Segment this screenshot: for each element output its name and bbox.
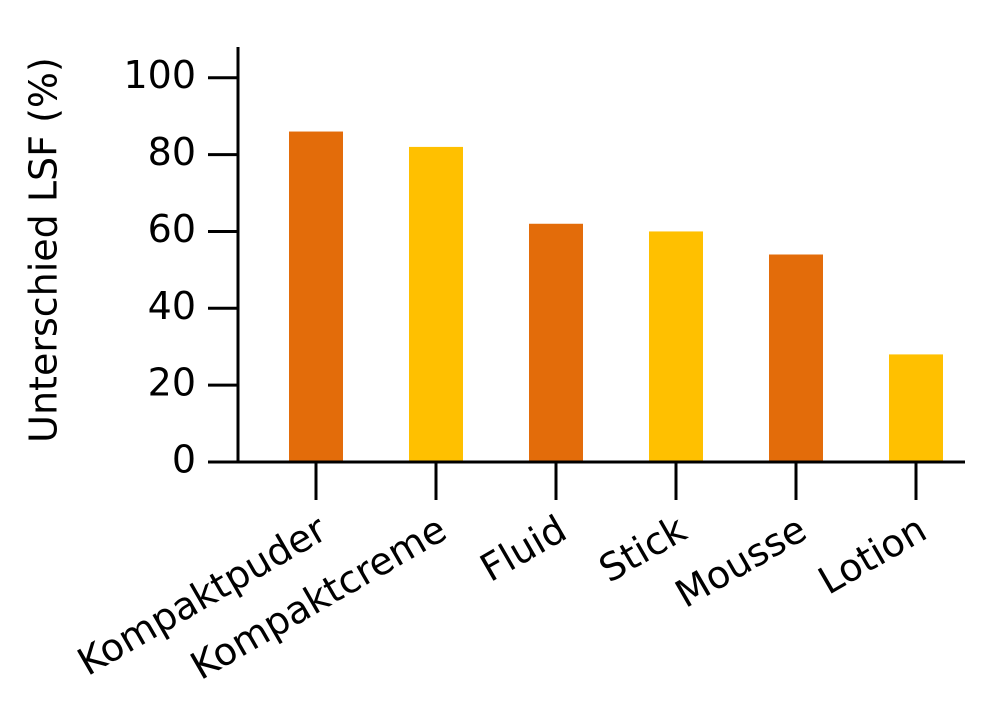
bar (289, 131, 343, 462)
y-tick-label: 0 (172, 438, 196, 482)
x-tick-label: Lotion (811, 507, 934, 603)
bar (409, 146, 463, 462)
bar (529, 223, 583, 462)
bar (769, 254, 823, 462)
y-tick-label: 80 (148, 130, 196, 174)
y-tick-label: 40 (148, 284, 196, 328)
bar (649, 231, 703, 462)
x-tick-label: Fluid (473, 507, 574, 591)
y-tick-label: 60 (148, 207, 196, 251)
bar (889, 354, 943, 462)
y-tick-label: 100 (123, 53, 196, 97)
y-tick-label: 20 (148, 361, 196, 405)
x-tick-label: Mousse (668, 507, 814, 617)
y-axis-title: Unterschied LSF (%) (22, 57, 66, 443)
